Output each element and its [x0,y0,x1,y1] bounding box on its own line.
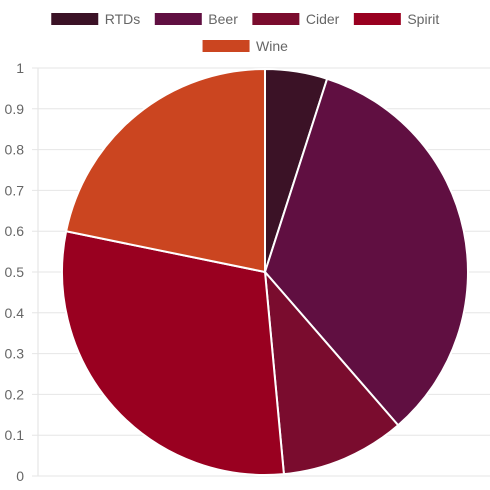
legend-item-cider[interactable]: Cider [251,11,340,27]
y-tick-label: 0.2 [5,386,25,402]
y-tick-label: 0 [16,468,24,484]
y-axis: 1 0.9 0.8 0.7 0.6 0.5 0.4 0.3 0.2 0.1 0 [5,60,25,484]
legend-label: Beer [208,11,238,27]
legend: RTDs Beer Cider Spirit Wine [50,11,439,54]
legend-label: Cider [306,11,340,27]
y-tick-label: 0.9 [5,101,25,117]
pie-slice-wine[interactable] [64,67,266,274]
pie-slice-spirit[interactable] [61,230,286,476]
legend-label: Wine [256,38,288,54]
legend-item-spirit[interactable]: Spirit [352,11,439,27]
y-tick-label: 0.6 [5,223,25,239]
y-tick-label: 0.5 [5,264,25,280]
y-tick-label: 0.3 [5,346,25,362]
legend-swatch [50,12,100,26]
y-tick-label: 0.8 [5,142,25,158]
legend-swatch [201,39,251,53]
legend-swatch [251,12,301,26]
legend-swatch [352,12,402,26]
legend-item-wine[interactable]: Wine [201,38,288,54]
legend-swatch [153,12,203,26]
legend-label: RTDs [105,11,141,27]
y-tick-label: 0.7 [5,182,25,198]
pie-slice-beer[interactable] [263,77,469,427]
y-tick-label: 0.4 [5,305,25,321]
legend-item-rtds[interactable]: RTDs [50,11,141,27]
pie-slices [61,67,469,476]
pie-slice-cider[interactable] [263,268,400,476]
legend-item-beer[interactable]: Beer [153,11,238,27]
legend-label: Spirit [407,11,439,27]
y-tick-label: 0.1 [5,427,25,443]
y-tick-label: 1 [16,60,24,76]
